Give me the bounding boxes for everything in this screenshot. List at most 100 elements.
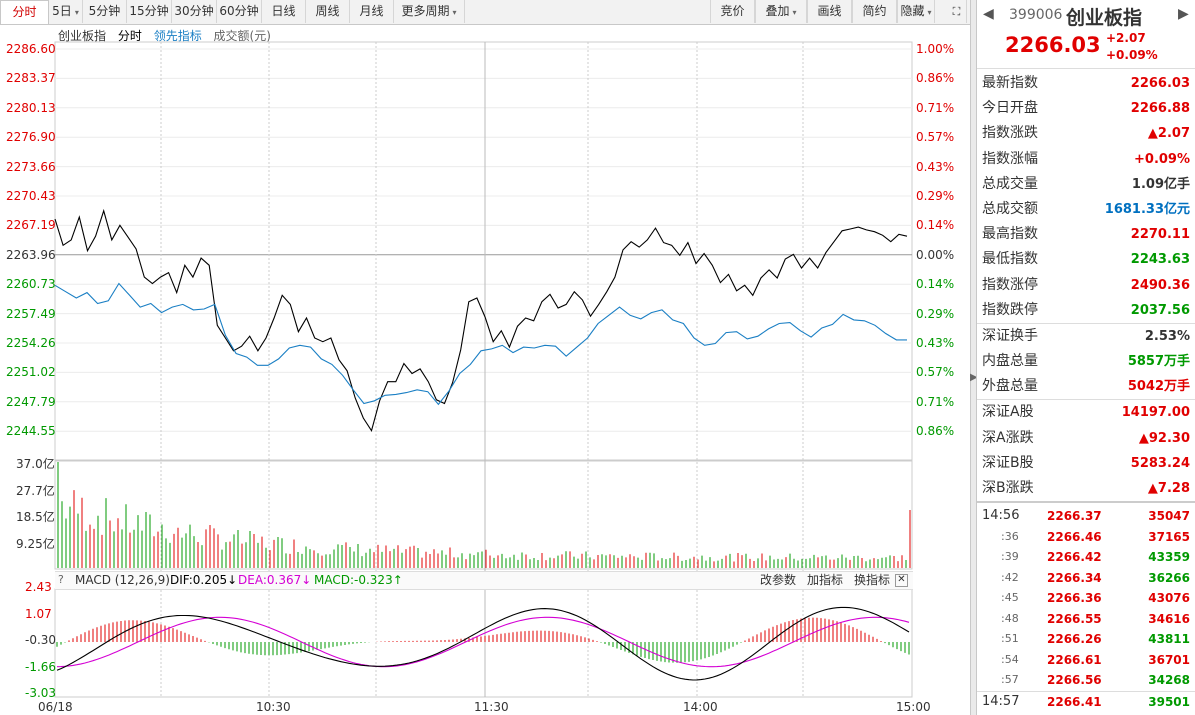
stat-label: 今日开盘 — [982, 100, 1038, 117]
tool-3[interactable]: 简约 — [852, 0, 897, 23]
tab-label: 5日 — [52, 4, 72, 18]
stat-label: 深证B股 — [982, 454, 1034, 471]
price-tick: 2280.13 — [6, 100, 56, 115]
chevron-down-icon: ▾ — [452, 8, 457, 17]
tool-label: 隐藏 — [900, 4, 925, 18]
legend-mode: 分时 — [117, 29, 142, 43]
tick-row: :48 2266.55 34616 — [977, 609, 1195, 630]
tab-2[interactable]: 5分钟 — [83, 0, 127, 23]
time-tick: 10:30 — [256, 700, 291, 714]
pct-tick: 1.00% — [916, 42, 955, 56]
volume-tick: 27.7亿 — [16, 483, 55, 498]
tool-label: 简约 — [862, 4, 887, 18]
tab-6[interactable]: 日线 — [262, 0, 306, 23]
macd-tick: -0.30 — [25, 633, 57, 647]
stat-row: 最新指数 2266.03 — [977, 71, 1195, 96]
stat-row: 指数跌停 2037.56 — [977, 298, 1195, 323]
legend-amount: 成交额(元) — [213, 29, 271, 43]
stat-label: 深B涨跌 — [982, 480, 1034, 496]
macd-settings-icon[interactable]: ? — [58, 573, 64, 586]
tick-list: 14:56 2266.37 35047:36 2266.46 37165:39 2266.… — [977, 501, 1195, 712]
macd-tick: 2.43 — [25, 580, 52, 594]
stat-label: 深证换手 — [982, 327, 1038, 344]
stat-label: 指数涨跌 — [982, 125, 1038, 142]
tab-0[interactable]: 分时 — [0, 0, 49, 24]
tick-price: 2266.34 — [1047, 570, 1102, 585]
tab-5[interactable]: 60分钟 — [217, 0, 262, 23]
change-params-button[interactable]: 改参数 — [760, 573, 797, 587]
stat-label: 深证A股 — [982, 404, 1034, 421]
stat-row: 深B涨跌 ▲7.28 — [977, 476, 1195, 501]
tab-label: 30分钟 — [174, 4, 214, 18]
price-tick: 2267.19 — [6, 218, 56, 233]
stat-row: 内盘总量 5857万手 — [977, 349, 1195, 374]
stat-value: ▲7.28 — [1147, 481, 1190, 496]
stat-row: 最高指数 2270.11 — [977, 222, 1195, 247]
current-price: 2266.03 — [1005, 33, 1101, 57]
tab-4[interactable]: 30分钟 — [172, 0, 217, 23]
tick-price: 2266.42 — [1047, 550, 1102, 565]
price-tick: 2257.49 — [6, 306, 56, 321]
add-indicator-button[interactable]: 加指标 — [807, 573, 844, 587]
stat-label: 深A涨跌 — [982, 429, 1034, 446]
tab-1[interactable]: 5日 ▾ — [49, 0, 83, 23]
tick-time: 14:57 — [982, 693, 1020, 709]
chevron-down-icon: ▾ — [927, 8, 932, 17]
tick-price: 2266.46 — [1047, 529, 1102, 544]
time-tick: 11:30 — [474, 700, 509, 714]
tool-4[interactable]: 隐藏 ▾ — [897, 0, 935, 23]
pct-tick: 0.57% — [916, 130, 955, 145]
tick-price: 2266.55 — [1047, 611, 1102, 626]
fullscreen-icon[interactable]: ⛶ — [947, 0, 967, 23]
swap-indicator-button[interactable]: 换指标 — [854, 573, 891, 587]
stat-row: 深证换手 2.53% — [977, 324, 1195, 349]
time-tick: 06/18 — [38, 700, 73, 714]
pct-tick: 0.43% — [916, 159, 955, 174]
macd-toolbar: ? MACD (12,26,9) DIF:0.205↓ DEA:0.367↓ M… — [55, 571, 913, 590]
quote-header: ◀ 399006 创业板指 ▶ 2266.03 +2.07 +0.09% — [977, 0, 1195, 69]
dea-line — [56, 616, 910, 668]
intraday-chart[interactable] — [0, 0, 970, 715]
tick-row: :45 2266.36 43076 — [977, 588, 1195, 609]
tool-0[interactable]: 竞价 — [710, 0, 755, 23]
tab-9[interactable]: 更多周期 ▾ — [394, 0, 465, 23]
tab-label: 15分钟 — [129, 4, 169, 18]
volume-tick: 9.25亿 — [16, 536, 55, 551]
price-tick: 2273.66 — [6, 159, 56, 174]
tab-7[interactable]: 周线 — [306, 0, 350, 23]
stats-list-2: 深证换手 2.53% 内盘总量 5857万手 外盘总量 5042万手 — [977, 322, 1195, 400]
tick-volume: 43811 — [1148, 632, 1190, 647]
next-stock-icon[interactable]: ▶ — [1178, 6, 1189, 22]
pct-tick: 0.43% — [916, 336, 955, 350]
tick-time: :42 — [1001, 570, 1019, 584]
price-change-pct: +0.09% — [1106, 48, 1158, 62]
stat-value: 5857万手 — [1127, 354, 1190, 370]
volume-tick: 37.0亿 — [16, 457, 55, 471]
stat-row: 最低指数 2243.63 — [977, 247, 1195, 272]
stat-value: 2.53% — [1144, 328, 1190, 344]
tick-volume: 34616 — [1148, 611, 1190, 626]
stat-row: 指数涨跌 ▲2.07 — [977, 121, 1195, 146]
stat-label: 总成交量 — [982, 175, 1038, 192]
tick-time: :36 — [1001, 529, 1019, 543]
pct-tick: 0.86% — [916, 424, 955, 439]
time-tick: 14:00 — [683, 700, 718, 714]
macd-value: MACD:-0.323↑ — [314, 573, 403, 587]
prev-stock-icon[interactable]: ◀ — [983, 6, 994, 22]
tick-volume: 35047 — [1148, 509, 1190, 524]
close-icon[interactable]: ✕ — [895, 574, 908, 587]
tool-1[interactable]: 叠加 ▾ — [755, 0, 807, 23]
tab-label: 周线 — [315, 4, 340, 18]
tool-label: 画线 — [817, 4, 842, 18]
tick-volume: 39501 — [1148, 694, 1190, 709]
legend-lead-indicator[interactable]: 领先指标 — [153, 29, 202, 43]
stat-value: 5283.24 — [1130, 455, 1190, 471]
stat-label: 最新指数 — [982, 75, 1038, 91]
stat-row: 深证A股 14197.00 — [977, 400, 1195, 425]
stat-row: 今日开盘 2266.88 — [977, 96, 1195, 121]
tick-row: :42 2266.34 36266 — [977, 568, 1195, 589]
tab-8[interactable]: 月线 — [350, 0, 394, 23]
sidebar-collapse-handle[interactable]: ▶ — [970, 0, 978, 715]
tool-2[interactable]: 画线 — [807, 0, 852, 23]
tab-3[interactable]: 15分钟 — [127, 0, 172, 23]
